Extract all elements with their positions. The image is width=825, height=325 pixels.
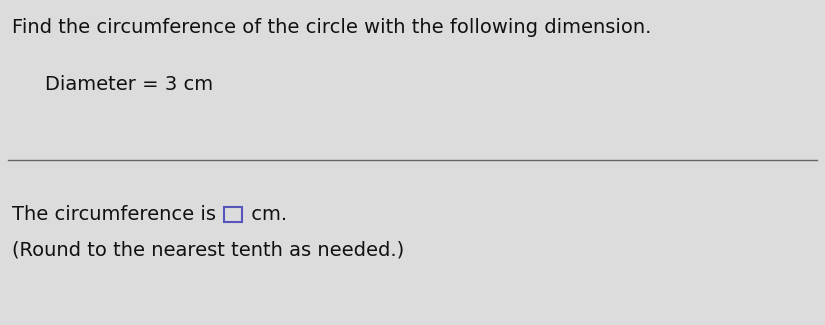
Text: The circumference is: The circumference is [12,205,222,224]
Text: Find the circumference of the circle with the following dimension.: Find the circumference of the circle wit… [12,18,652,37]
Text: Diameter = 3 cm: Diameter = 3 cm [45,75,213,94]
Text: cm.: cm. [245,205,287,224]
FancyBboxPatch shape [224,207,243,222]
Text: (Round to the nearest tenth as needed.): (Round to the nearest tenth as needed.) [12,240,404,259]
